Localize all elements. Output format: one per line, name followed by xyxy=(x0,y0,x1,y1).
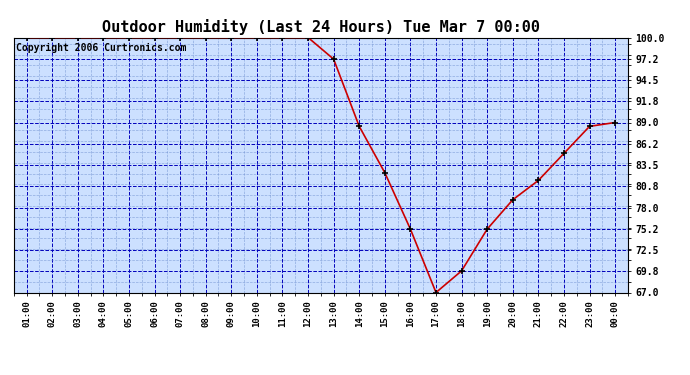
Text: Copyright 2006 Curtronics.com: Copyright 2006 Curtronics.com xyxy=(16,43,186,52)
Title: Outdoor Humidity (Last 24 Hours) Tue Mar 7 00:00: Outdoor Humidity (Last 24 Hours) Tue Mar… xyxy=(102,19,540,35)
